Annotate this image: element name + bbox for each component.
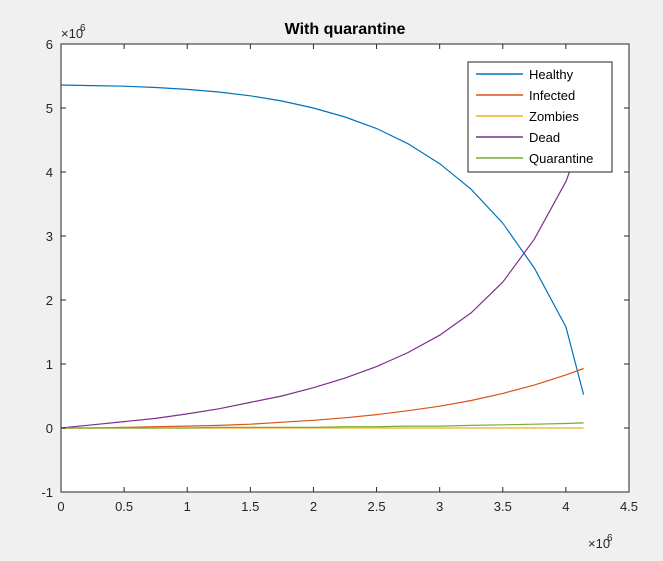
legend-label-infected: Infected: [529, 88, 575, 103]
legend-label-quarantine: Quarantine: [529, 151, 593, 166]
y-axis-ticks: -1 0 1 2 3 4 5 6: [41, 37, 629, 500]
x-axis-exponent: ×10 6: [588, 533, 613, 551]
x-exponent-power: 6: [607, 533, 613, 544]
series-layer: [61, 84, 585, 429]
y-tick-label: -1: [41, 485, 53, 500]
y-exponent-power: 6: [80, 23, 86, 34]
y-tick-label: 6: [46, 37, 53, 52]
y-tick-label: 0: [46, 421, 53, 436]
y-axis-exponent: ×10 6: [61, 23, 86, 41]
x-tick-label: 4.5: [620, 499, 638, 514]
x-tick-label: 3.5: [494, 499, 512, 514]
legend-label-healthy: Healthy: [529, 67, 574, 82]
series-line-quarantine: [61, 422, 584, 429]
x-tick-label: 3: [436, 499, 443, 514]
y-tick-label: 3: [46, 229, 53, 244]
x-tick-label: 1.5: [241, 499, 259, 514]
series-line-infected: [61, 367, 584, 429]
x-tick-label: 0: [57, 499, 64, 514]
legend-label-dead: Dead: [529, 130, 560, 145]
y-exponent-base: ×10: [61, 26, 83, 41]
x-tick-label: 0.5: [115, 499, 133, 514]
x-tick-label: 2: [310, 499, 317, 514]
chart-title: With quarantine: [285, 21, 406, 38]
legend-box: [467, 61, 613, 173]
y-tick-label: 5: [46, 101, 53, 116]
legend[interactable]: Healthy Infected Zombies Dead Quarantine: [467, 61, 613, 173]
x-axis-ticks: 0 0.5 1 1.5 2 2.5 3 3.5 4 4.5: [57, 44, 638, 514]
x-tick-label: 1: [184, 499, 191, 514]
legend-items: Healthy Infected Zombies Dead Quarantine: [476, 67, 593, 166]
y-tick-label: 4: [46, 165, 53, 180]
y-tick-label: 2: [46, 293, 53, 308]
series-line-dead: [61, 133, 585, 429]
series-line-healthy: [61, 84, 585, 395]
legend-label-zombies: Zombies: [529, 109, 579, 124]
x-tick-label: 4: [562, 499, 569, 514]
x-tick-label: 2.5: [368, 499, 386, 514]
x-exponent-base: ×10: [588, 536, 610, 551]
y-tick-label: 1: [46, 357, 53, 372]
